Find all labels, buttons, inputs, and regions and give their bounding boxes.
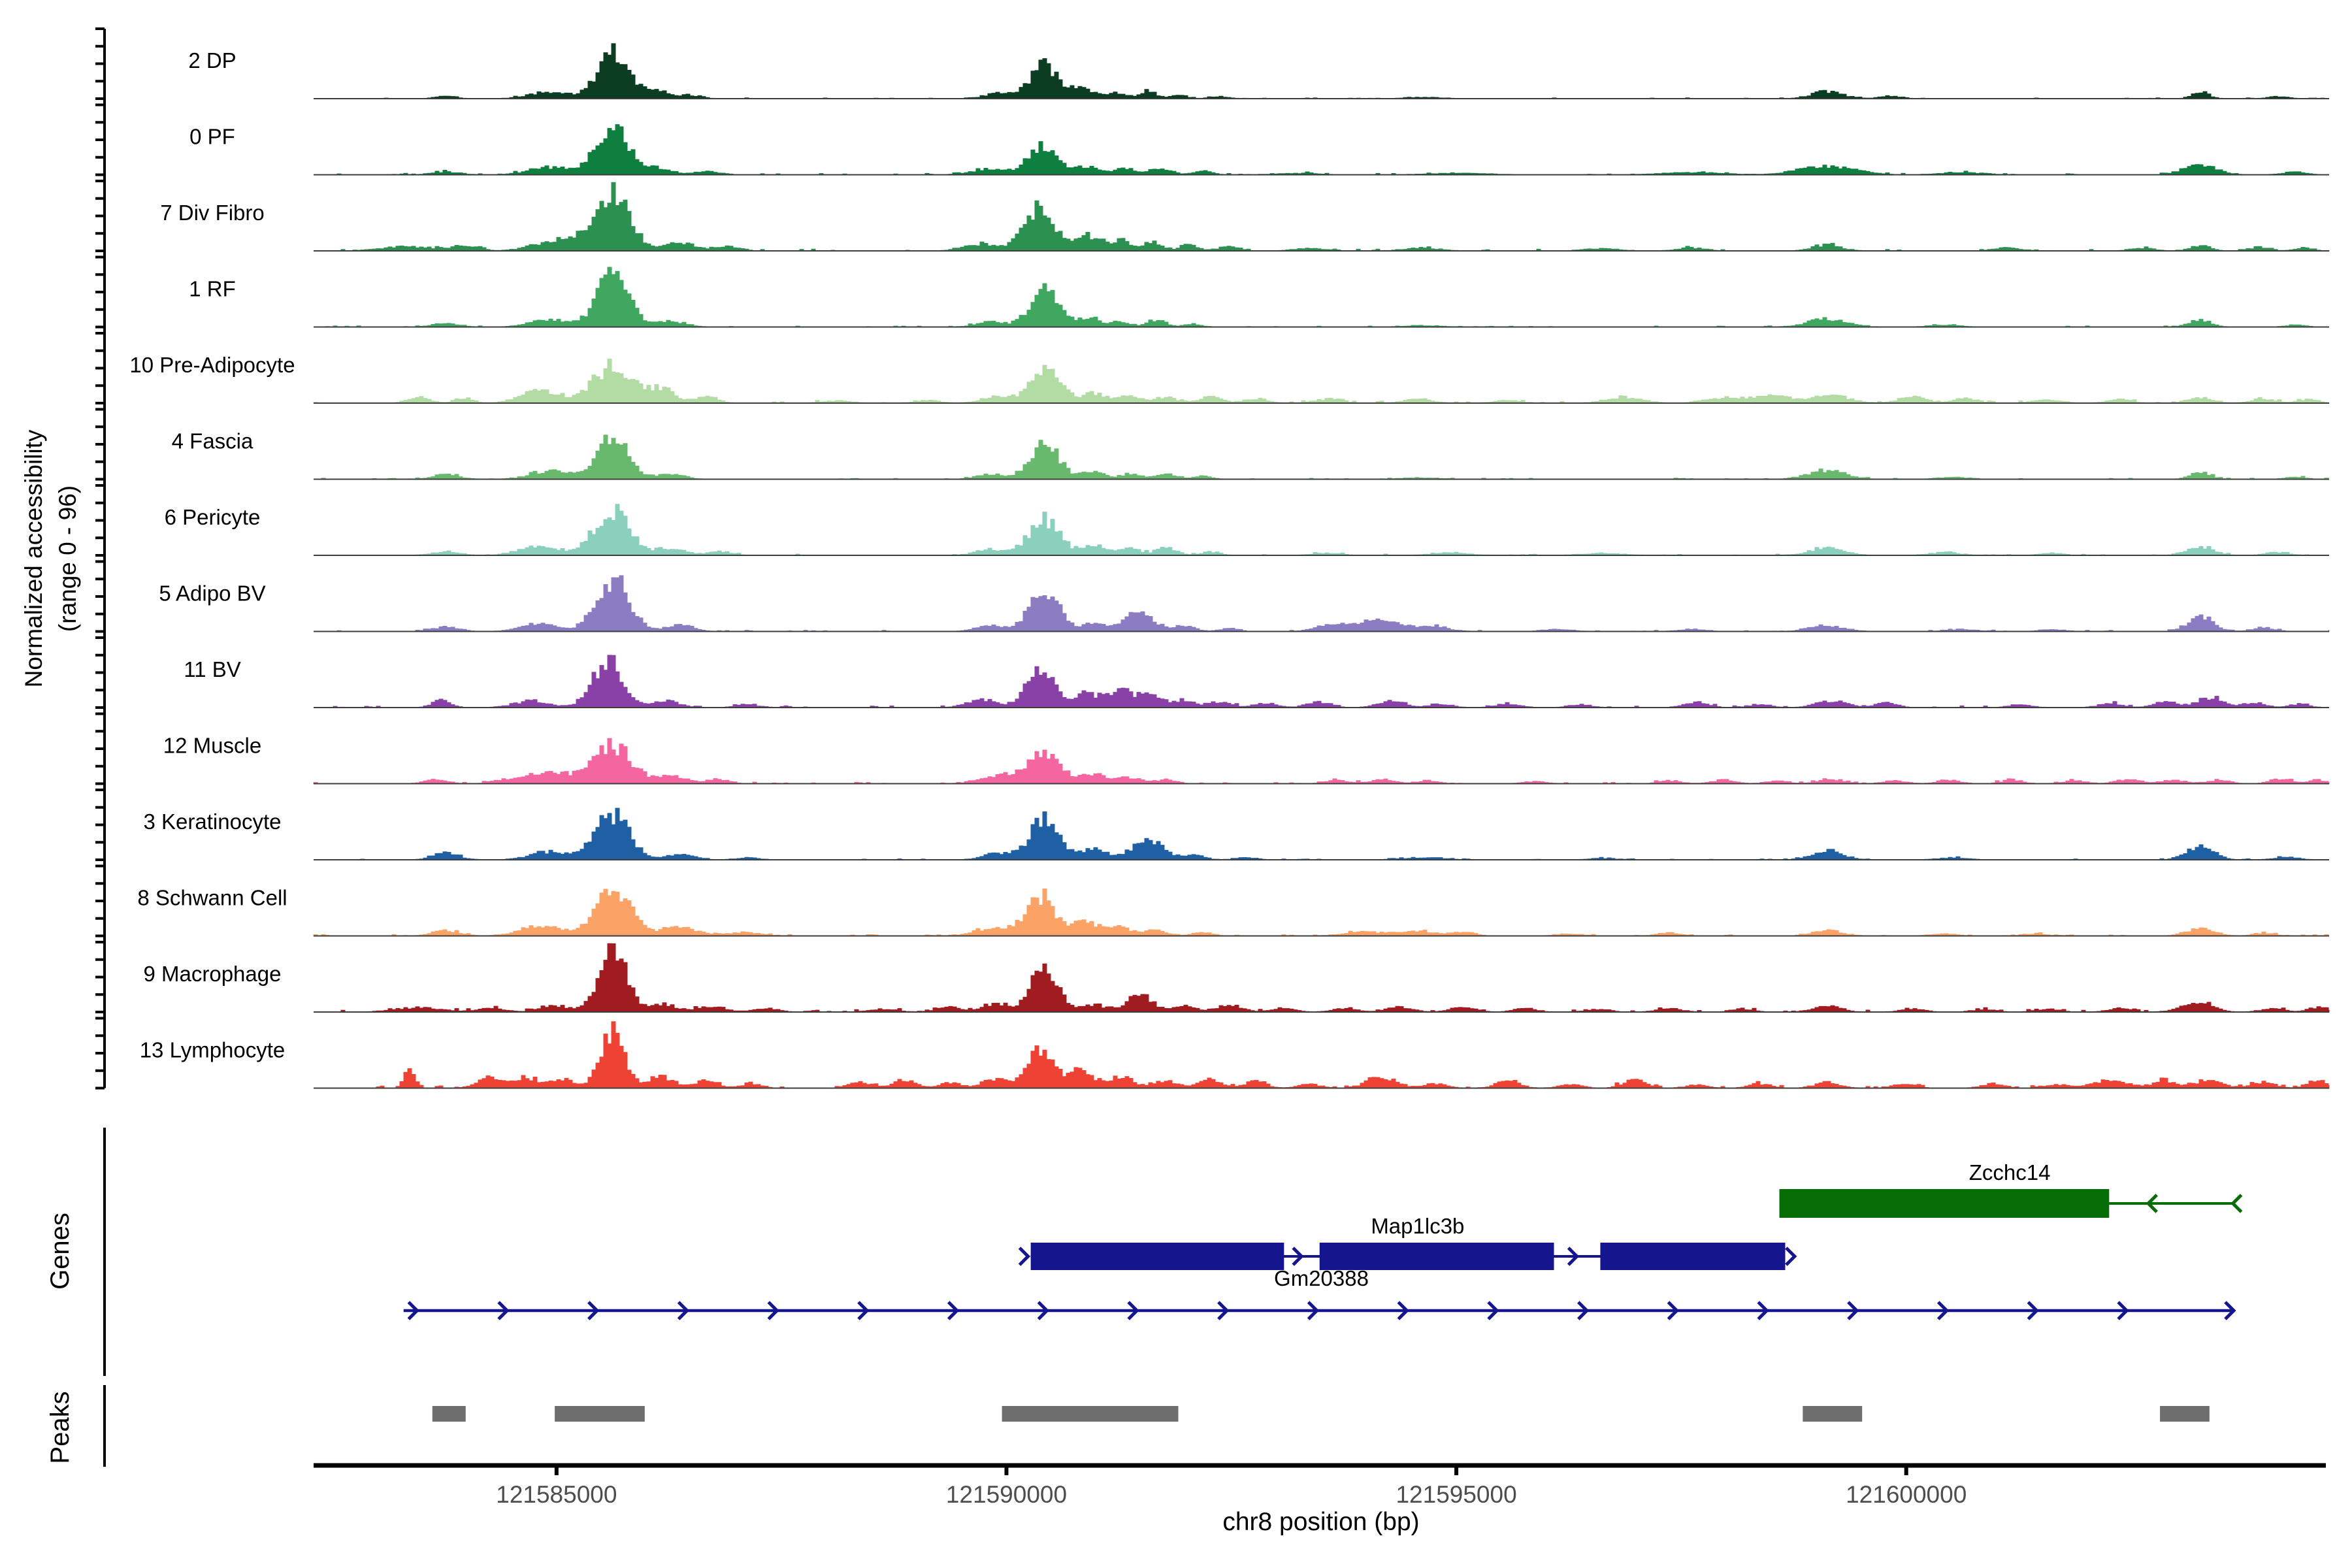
track-label-12-muscle: 12 Muscle [163, 734, 261, 758]
strand-arrow-icon [1292, 1247, 1304, 1266]
peak-region [1002, 1406, 1179, 1422]
track-label-7-div-fibro: 7 Div Fibro [160, 201, 265, 225]
strand-arrow-icon [407, 1301, 419, 1320]
strand-arrow-icon [1667, 1301, 1680, 1320]
strand-arrow-icon [1037, 1301, 1049, 1320]
gene-exon-Zcchc14 [1779, 1189, 2110, 1218]
strand-arrow-icon [2027, 1301, 2039, 1320]
track-waveform-11-bv [314, 655, 2329, 708]
track-waveform-5-adipo-bv [314, 575, 2330, 632]
gene-label-Zcchc14: Zcchc14 [1969, 1160, 2051, 1184]
strand-arrow-icon [947, 1301, 960, 1320]
tracks-axis-ticks [95, 27, 106, 1090]
peak-regions [432, 1406, 2210, 1422]
track-label-5-adipo-bv: 5 Adipo BV [159, 581, 265, 606]
strand-arrow-icon [767, 1301, 779, 1320]
peak-region [2160, 1406, 2210, 1422]
track-label-13-lymphocyte: 13 Lymphocyte [140, 1038, 286, 1062]
y-axis-label-line1: Normalized accessibility [20, 429, 47, 687]
strand-arrow-icon [1567, 1247, 1580, 1266]
gene-label-Gm20388: Gm20388 [1274, 1266, 1369, 1290]
gene-exon-Map1lc3b [1030, 1243, 1284, 1270]
track-label-2-dp: 2 DP [188, 48, 236, 73]
strand-arrow-icon [2224, 1301, 2236, 1320]
strand-arrow-icon [2230, 1194, 2243, 1213]
x-axis-title: chr8 position (bp) [1222, 1508, 1419, 1536]
track-label-0-pf: 0 PF [189, 125, 235, 149]
track-waveform-12-muscle [313, 738, 2330, 784]
strand-arrow-icon [1217, 1301, 1230, 1320]
track-label-6-pericyte: 6 Pericyte [165, 505, 261, 529]
strand-arrow-icon [1487, 1301, 1499, 1320]
track-label-4-fascia: 4 Fascia [172, 429, 253, 453]
strand-arrow-icon [1757, 1301, 1769, 1320]
gene-exon-Map1lc3b [1319, 1243, 1554, 1270]
strand-arrow-icon [1577, 1301, 1590, 1320]
track-label-8-schwann-cell: 8 Schwann Cell [137, 886, 287, 910]
x-axis-tick-label: 121585000 [496, 1481, 617, 1508]
strand-arrow-icon [857, 1301, 870, 1320]
peaks-section-label: Peaks [46, 1391, 74, 1463]
strand-arrow-icon [2117, 1301, 2129, 1320]
gene-label-Map1lc3b: Map1lc3b [1371, 1214, 1464, 1238]
track-label-1-rf: 1 RF [189, 277, 236, 301]
y-axis-label-line2: (range 0 - 96) [54, 485, 81, 632]
strand-arrow-icon [1307, 1301, 1320, 1320]
strand-arrow-icon [587, 1301, 600, 1320]
strand-arrow-icon [1018, 1247, 1031, 1266]
strand-arrow-icon [1397, 1301, 1409, 1320]
peak-region [432, 1406, 466, 1422]
x-axis-tick-label: 121600000 [1846, 1481, 1967, 1508]
genes-section-label: Genes [46, 1213, 74, 1290]
peak-region [1803, 1406, 1863, 1422]
track-label-9-macrophage: 9 Macrophage [144, 962, 282, 986]
x-axis-tick-label: 121590000 [946, 1481, 1067, 1508]
tracks-mini-axis [95, 27, 106, 1090]
peak-region [555, 1406, 645, 1422]
strand-arrow-icon [677, 1301, 690, 1320]
coverage-tracks: 2 DP 0 PF 7 Div Fibro 1 RF 10 Pre-Adipocyte 4… [129, 43, 2330, 1089]
strand-arrow-icon [1127, 1301, 1139, 1320]
track-label-11-bv: 11 BV [184, 657, 240, 681]
x-axis: 121585000 121590000 121595000 121600000 [314, 1463, 2326, 1508]
track-label-3-keratinocyte: 3 Keratinocyte [144, 809, 282, 834]
track-label-10-pre-adipocyte: 10 Pre-Adipocyte [129, 353, 295, 377]
track-waveform-0-pf [314, 124, 2329, 175]
gene-annotations: Map1lc3b Zcchc14 Gm20388 [403, 1160, 2243, 1320]
strand-arrow-icon [1785, 1247, 1797, 1266]
strand-arrow-icon [1847, 1301, 1859, 1320]
gene-exon-Map1lc3b [1600, 1243, 1786, 1270]
strand-arrow-icon [1936, 1301, 1950, 1320]
track-waveform-13-lymphocyte [314, 1021, 2330, 1088]
x-axis-tick-label: 121595000 [1396, 1481, 1516, 1508]
strand-arrow-icon [2146, 1194, 2158, 1213]
strand-arrow-icon [497, 1301, 510, 1320]
